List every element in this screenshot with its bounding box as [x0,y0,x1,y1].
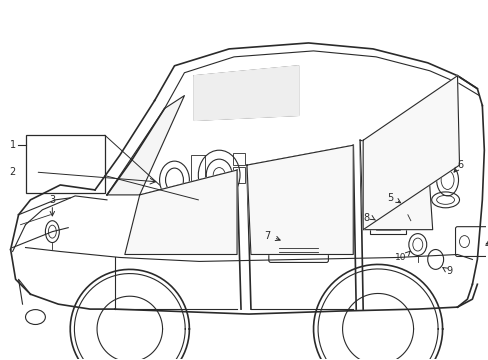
Text: 1: 1 [9,140,16,150]
Text: 8: 8 [363,213,368,223]
Polygon shape [360,140,432,230]
Text: 7: 7 [263,231,269,240]
Text: 5: 5 [386,193,392,203]
Polygon shape [194,66,298,120]
Polygon shape [107,96,184,195]
Text: 3: 3 [49,195,55,205]
Text: 6: 6 [457,160,463,170]
Text: 2: 2 [9,167,16,177]
Polygon shape [124,170,237,255]
Text: 4: 4 [483,239,488,249]
Bar [25,135,105,193]
Polygon shape [246,145,352,255]
Bar [233,167,244,183]
Bar [369,210,405,234]
Bar [158,192,190,202]
Polygon shape [363,76,459,230]
Text: 10: 10 [394,253,406,262]
Bar [375,214,399,230]
Bar [233,153,244,165]
Bar [191,155,205,183]
Text: 9: 9 [446,266,452,276]
